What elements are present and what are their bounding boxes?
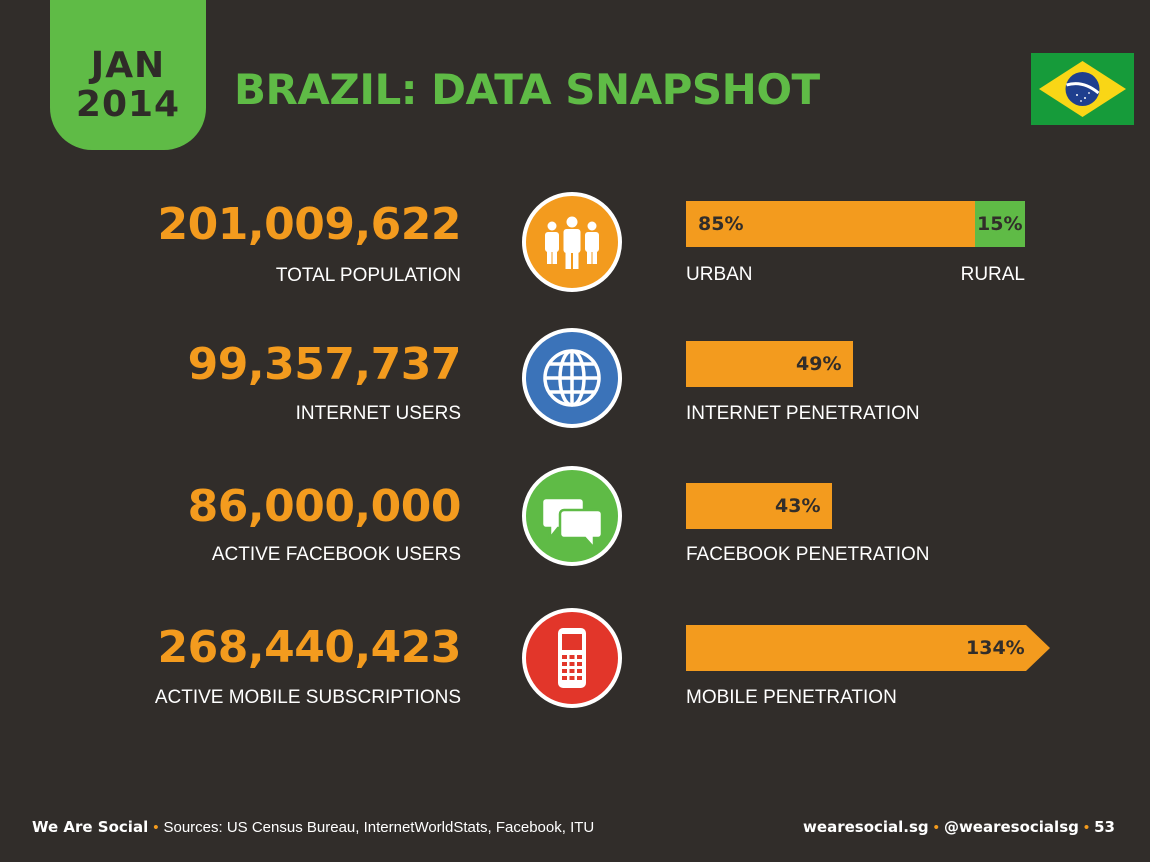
facebook-penetration-label: FACEBOOK PENETRATION (686, 543, 930, 567)
mobile-penetration-pct: 134% (966, 625, 1025, 671)
mobile-phone-icon (522, 608, 622, 708)
globe-icon (522, 328, 622, 428)
facebook-users-value: 86,000,000 (188, 482, 461, 532)
chat-bubbles-icon (522, 466, 622, 566)
facebook-penetration-pct: 43% (775, 483, 820, 529)
footer-right: wearesocial.sg • @wearesocialsg • 53 (803, 816, 1115, 839)
internet-users-label: INTERNET USERS (296, 402, 461, 426)
footer-handle: @wearesocialsg (944, 818, 1079, 836)
population-label: TOTAL POPULATION (276, 264, 461, 288)
urban-pct: 85% (698, 201, 743, 247)
internet-penetration-pct: 49% (796, 341, 841, 387)
population-value: 201,009,622 (158, 200, 461, 250)
brazil-flag-icon (1031, 53, 1134, 125)
rural-pct: 15% (977, 201, 1022, 247)
mobile-penetration-label: MOBILE PENETRATION (686, 686, 897, 710)
footer-sources: Sources: US Census Bureau, InternetWorld… (163, 819, 594, 836)
facebook-users-label: ACTIVE FACEBOOK USERS (212, 543, 461, 567)
urban-label: URBAN (686, 263, 753, 287)
rural-label: RURAL (961, 263, 1025, 287)
page-number: 53 (1094, 818, 1115, 836)
footer-website: wearesocial.sg (803, 818, 929, 836)
page-title: BRAZIL: DATA SNAPSHOT (234, 64, 820, 116)
people-icon (522, 192, 622, 292)
date-month: JAN (50, 46, 206, 86)
date-year: 2014 (50, 85, 206, 125)
internet-penetration-label: INTERNET PENETRATION (686, 402, 920, 426)
footer-left: We Are Social • Sources: US Census Bureau,… (32, 816, 594, 839)
mobile-subscriptions-value: 268,440,423 (158, 623, 461, 673)
footer-brand: We Are Social (32, 818, 148, 836)
internet-users-value: 99,357,737 (188, 340, 461, 390)
mobile-subscriptions-label: ACTIVE MOBILE SUBSCRIPTIONS (155, 686, 461, 710)
date-tab: JAN 2014 (50, 0, 206, 150)
